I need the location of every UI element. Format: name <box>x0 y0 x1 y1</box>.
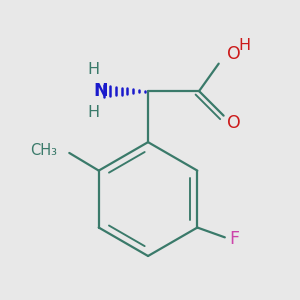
Text: H: H <box>87 62 99 77</box>
Text: N: N <box>94 82 108 100</box>
Text: H: H <box>238 38 250 53</box>
Text: O: O <box>226 45 240 63</box>
Text: CH₃: CH₃ <box>31 143 58 158</box>
Text: F: F <box>230 230 240 248</box>
Text: O: O <box>226 115 240 133</box>
Text: H: H <box>87 105 99 120</box>
